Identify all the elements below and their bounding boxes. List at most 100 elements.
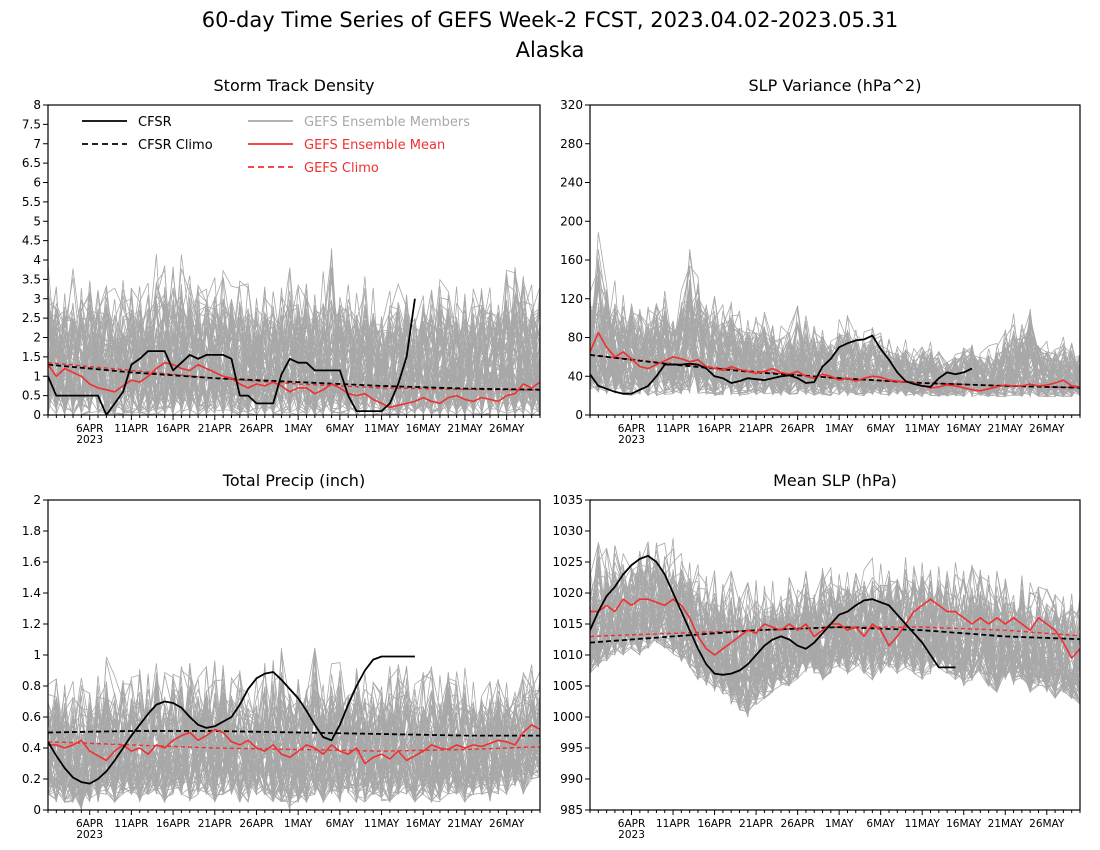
- gefs-ensemble-mean-line: [590, 598, 1080, 659]
- cfsr-line: [590, 554, 956, 676]
- x-tick-label: 26APR: [239, 423, 273, 435]
- y-tick-label: 7.5: [22, 117, 41, 131]
- ensemble-member-line: [590, 575, 1080, 700]
- y-tick-label: 4: [33, 253, 41, 267]
- cfsr-climo-line: [48, 730, 540, 737]
- y-tick-label: 1020: [552, 586, 583, 600]
- ensemble-member-line: [590, 285, 1080, 398]
- legend-cfsr-climo-label: CFSR Climo: [138, 138, 213, 153]
- x-tick-label: 26MAY: [489, 423, 525, 435]
- ensemble-member-line: [48, 687, 540, 803]
- ensemble-member-line: [48, 689, 540, 803]
- ensemble-member-line: [590, 293, 1080, 397]
- ensemble-member-line: [48, 264, 540, 415]
- x-tick-label: 21MAY: [447, 818, 483, 830]
- x-tick-label: 16APR: [156, 423, 190, 435]
- x-tick-label: 26APR: [781, 423, 815, 435]
- x-tick-label: 11MAY: [364, 818, 400, 830]
- y-tick-label: 0.5: [22, 389, 41, 403]
- x-tick-label: 26MAY: [489, 818, 525, 830]
- ensemble-member-line: [48, 692, 540, 803]
- cfsr-line: [48, 655, 415, 785]
- y-tick-label: 995: [560, 741, 583, 755]
- y-tick-label: 0: [33, 408, 41, 422]
- ensemble-member-line: [48, 299, 540, 415]
- y-tick-label: 320: [560, 98, 583, 112]
- y-tick-label: 2: [33, 331, 41, 345]
- ensemble-member-line: [48, 272, 540, 413]
- y-tick-label: 0.8: [22, 679, 41, 693]
- x-tick-label: 11APR: [656, 818, 690, 830]
- ensemble-member-line: [590, 287, 1080, 397]
- y-tick-label: 6.5: [22, 156, 41, 170]
- y-tick-label: 1010: [552, 648, 583, 662]
- legend-cfsr-label: CFSR: [138, 115, 172, 130]
- x-tick-label: 1MAY: [825, 818, 854, 830]
- ensemble-member-line: [590, 542, 1080, 698]
- x-tick-label: 21APR: [739, 818, 773, 830]
- y-tick-label: 1: [33, 648, 41, 662]
- y-tick-label: 80: [568, 331, 583, 345]
- y-tick-label: 8: [33, 98, 41, 112]
- x-tick-label: 21MAY: [988, 423, 1024, 435]
- y-tick-label: 1.8: [22, 524, 41, 538]
- ensemble-member-line: [48, 687, 540, 804]
- y-tick-label: 1030: [552, 524, 583, 538]
- y-tick-label: 160: [560, 253, 583, 267]
- y-tick-label: 2: [33, 493, 41, 507]
- x-tick-label: 6MAY: [866, 818, 895, 830]
- ensemble-member-line: [48, 684, 540, 803]
- x-tick-label: 16MAY: [406, 818, 442, 830]
- ensemble-member-line: [590, 279, 1080, 398]
- gefs-ensemble-mean-line: [590, 331, 1080, 392]
- ensemble-member-line: [48, 305, 540, 415]
- x-tick-label: 6APR: [618, 818, 646, 830]
- x-tick-label: 26APR: [239, 818, 273, 830]
- y-tick-label: 0: [33, 803, 41, 817]
- legend-gefs-climo-label: GEFS Climo: [304, 161, 379, 176]
- x-tick-label: 21APR: [198, 423, 232, 435]
- plot-area: [48, 647, 540, 810]
- y-tick-label: 0.6: [22, 710, 41, 724]
- ensemble-member-line: [48, 650, 540, 795]
- x-tick-label: 6MAY: [326, 423, 355, 435]
- x-year-label: 2023: [76, 829, 103, 841]
- y-tick-label: 5.5: [22, 195, 41, 209]
- x-tick-label: 16MAY: [946, 423, 982, 435]
- cfsr-line: [590, 334, 973, 395]
- plot-area: [590, 232, 1080, 399]
- x-tick-label: 16MAY: [946, 818, 982, 830]
- cfsr-climo-line: [590, 626, 1080, 644]
- x-tick-label: 1MAY: [284, 818, 313, 830]
- figure-region: Alaska: [516, 38, 585, 62]
- x-tick-label: 16APR: [156, 818, 190, 830]
- ensemble-member-line: [48, 268, 540, 415]
- panels: Storm Track Density 0 0.5 1 1.5 2 2.5 3 3.5 4 4.5 5…: [22, 76, 1081, 841]
- panel-title: Total Precip (inch): [222, 471, 365, 490]
- x-year-label: 2023: [618, 829, 645, 841]
- x-tick-label: 6APR: [76, 423, 104, 435]
- y-tick-label: 3.5: [22, 272, 41, 286]
- ensemble-member-line: [590, 288, 1080, 397]
- y-tick-label: 0.4: [22, 741, 41, 755]
- x-tick-label: 16MAY: [406, 423, 442, 435]
- x-year-label: 2023: [76, 434, 103, 446]
- y-tick-label: 1005: [552, 679, 583, 693]
- x-tick-label: 6APR: [618, 423, 646, 435]
- x-tick-label: 11APR: [656, 423, 690, 435]
- panel-title: Mean SLP (hPa): [773, 471, 897, 490]
- x-year-label: 2023: [618, 434, 645, 446]
- x-tick-label: 1MAY: [284, 423, 313, 435]
- y-tick-label: 1: [33, 369, 41, 383]
- y-tick-label: 1035: [552, 493, 583, 507]
- ensemble-member-line: [48, 267, 540, 415]
- panel-1: SLP Variance (hPa^2) 0 40 80 120 160 200 240 280…: [560, 76, 1081, 446]
- y-tick-label: 1025: [552, 555, 583, 569]
- y-tick-label: 240: [560, 176, 583, 190]
- ensemble-members: [48, 647, 540, 810]
- y-tick-label: 1.2: [22, 617, 41, 631]
- x-tick-label: 6MAY: [326, 818, 355, 830]
- x-tick-label: 16APR: [697, 818, 731, 830]
- y-tick-label: 120: [560, 292, 583, 306]
